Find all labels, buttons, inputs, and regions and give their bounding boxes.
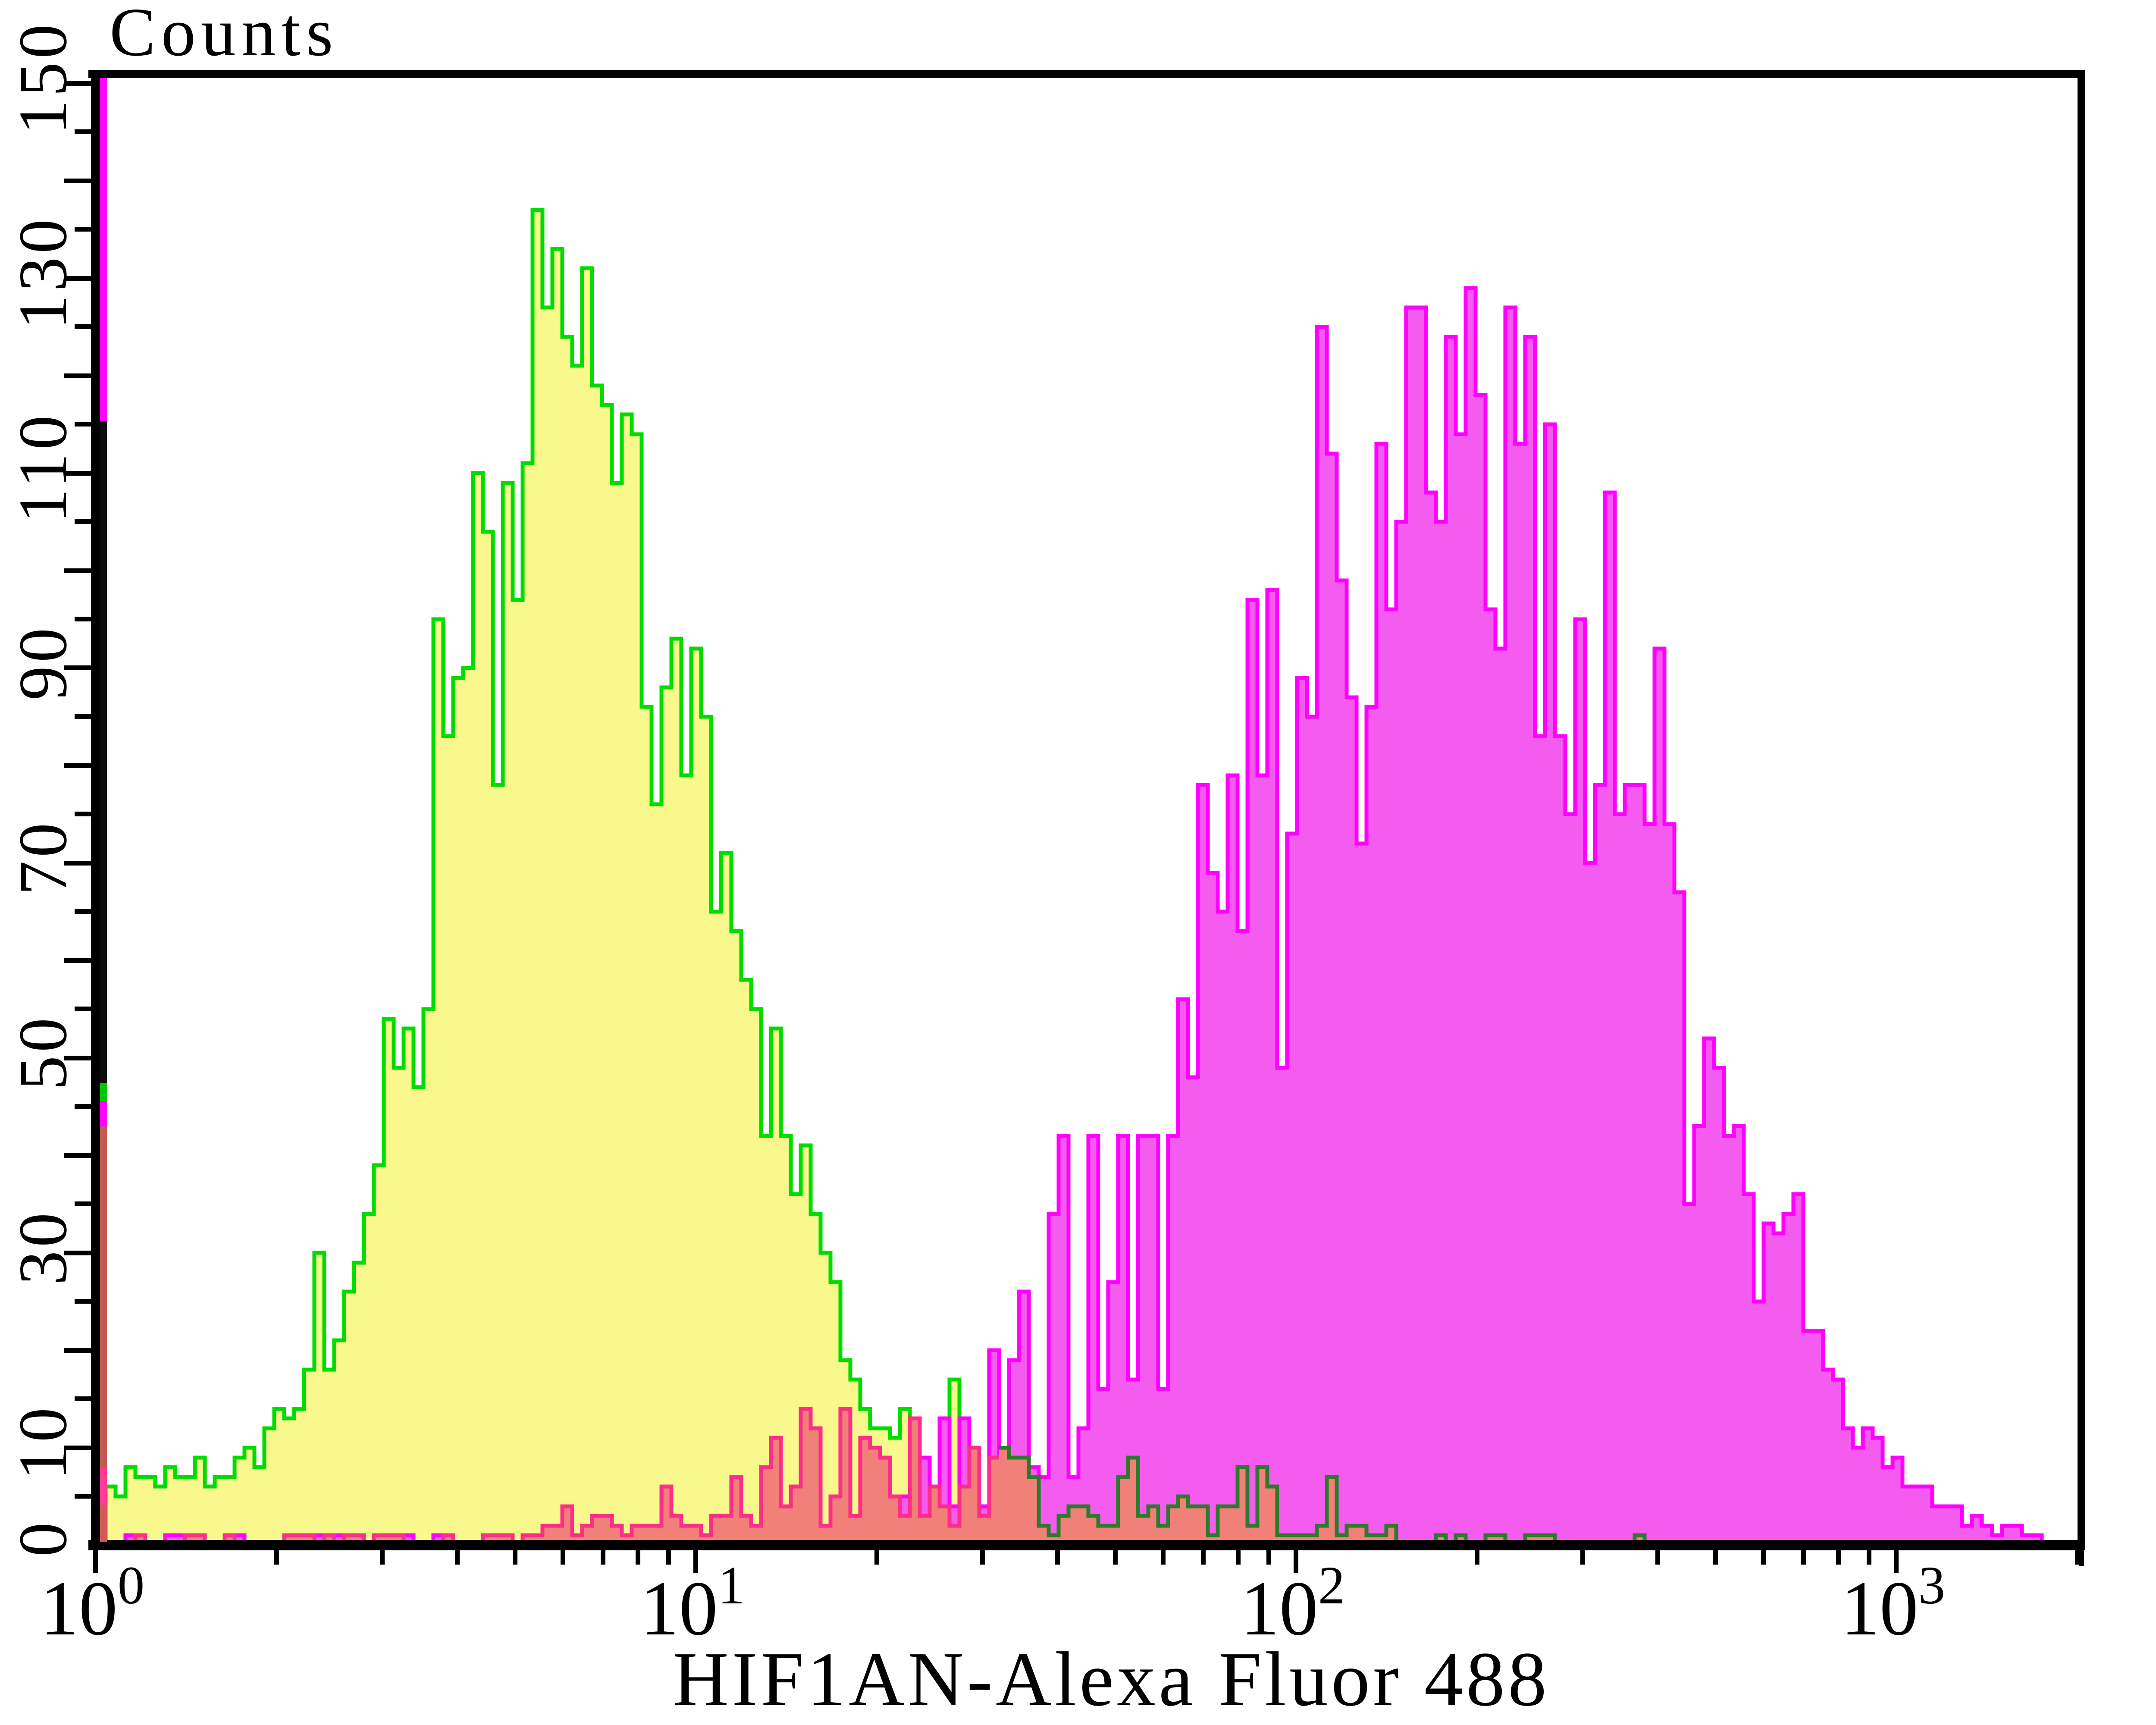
svg-text:70: 70 (4, 819, 81, 895)
svg-text:10: 10 (4, 1404, 81, 1480)
svg-text:90: 90 (4, 624, 81, 700)
svg-text:150: 150 (4, 21, 81, 135)
svg-text:110: 110 (4, 412, 81, 523)
svg-text:Counts: Counts (110, 0, 338, 70)
svg-text:0: 0 (4, 1519, 81, 1557)
svg-text:30: 30 (4, 1209, 81, 1285)
svg-text:50: 50 (4, 1014, 81, 1090)
svg-text:130: 130 (4, 216, 81, 329)
svg-text:HIF1AN-Alexa Fluor 488: HIF1AN-Alexa Fluor 488 (673, 1636, 1550, 1722)
